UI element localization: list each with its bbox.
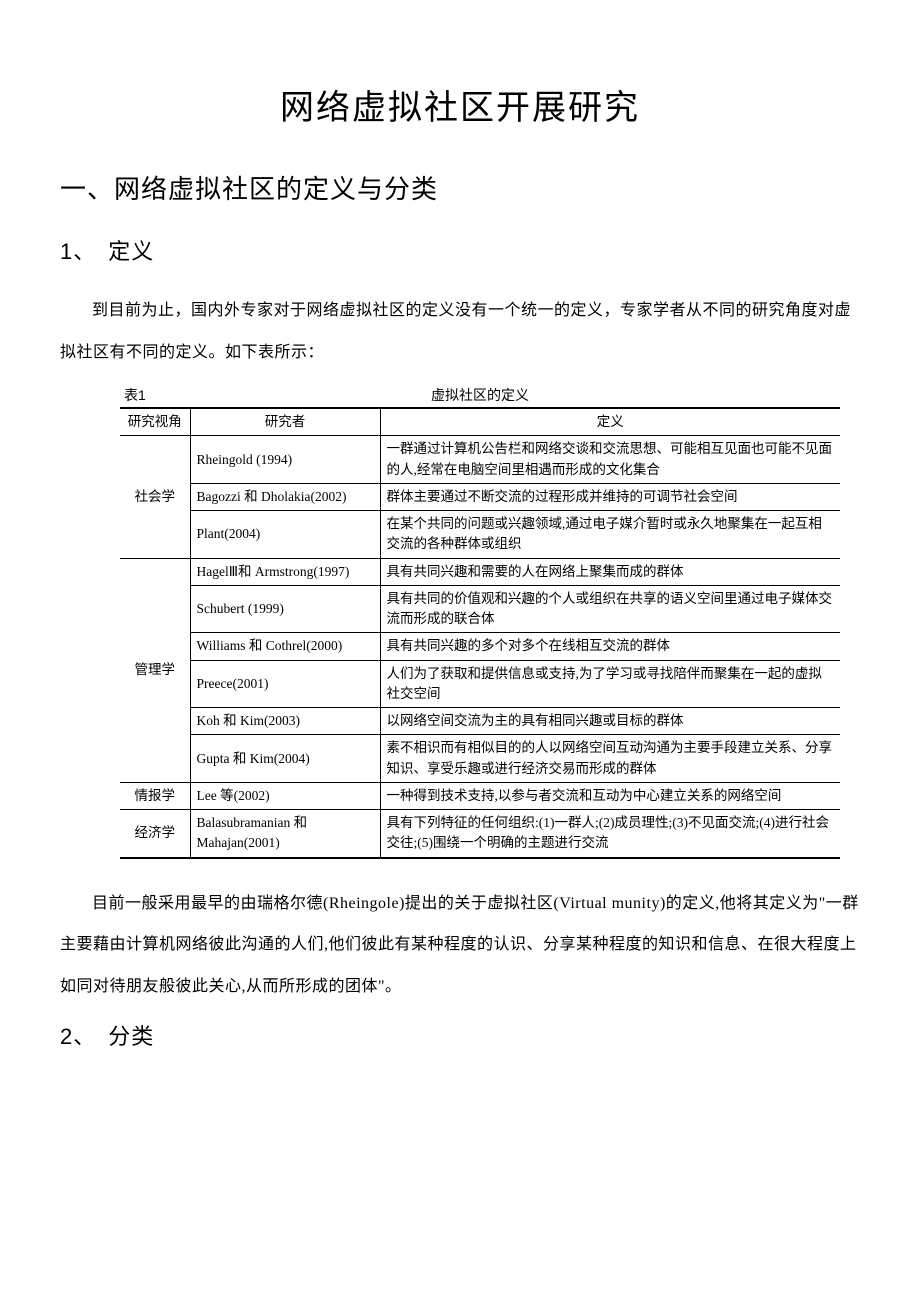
cell-definition: 具有共同兴趣和需要的人在网络上聚集而成的群体	[380, 558, 840, 585]
cell-definition: 以网络空间交流为主的具有相同兴趣或目标的群体	[380, 708, 840, 735]
cell-researcher: Balasubramanian 和 Mahajan(2001)	[190, 810, 380, 858]
cell-researcher: Bagozzi 和 Dholakia(2002)	[190, 483, 380, 510]
table-row: Koh 和 Kim(2003)以网络空间交流为主的具有相同兴趣或目标的群体	[120, 708, 840, 735]
cell-researcher: Rheingold (1994)	[190, 436, 380, 484]
cell-definition: 群体主要通过不断交流的过程形成并维持的可调节社会空间	[380, 483, 840, 510]
table-1-wrap: 表1 虚拟社区的定义 研究视角 研究者 定义 社会学Rheingold (199…	[120, 385, 840, 859]
para-rheingold: 目前一般采用最早的由瑞格尔德(Rheingole)提出的关于虚拟社区(Virtu…	[60, 883, 860, 1008]
table-row: 管理学HagelⅢ和 Armstrong(1997)具有共同兴趣和需要的人在网络…	[120, 558, 840, 585]
definitions-table: 研究视角 研究者 定义 社会学Rheingold (1994)一群通过计算机公告…	[120, 407, 840, 859]
cell-researcher: Williams 和 Cothrel(2000)	[190, 633, 380, 660]
col-header-perspective: 研究视角	[120, 408, 190, 436]
cell-perspective: 管理学	[120, 558, 190, 782]
cell-definition: 一群通过计算机公告栏和网络交谈和交流思想、可能相互见面也可能不见面的人,经常在电…	[380, 436, 840, 484]
table-1-caption: 表1 虚拟社区的定义	[120, 385, 840, 405]
table-row: Preece(2001)人们为了获取和提供信息或支持,为了学习或寻找陪伴而聚集在…	[120, 660, 840, 708]
section-1-2-heading: 2、 分类	[60, 1019, 860, 1051]
col-header-definition: 定义	[380, 408, 840, 436]
table-header-row: 研究视角 研究者 定义	[120, 408, 840, 436]
cell-perspective: 情报学	[120, 782, 190, 809]
cell-perspective: 社会学	[120, 436, 190, 558]
table-row: Schubert (1999)具有共同的价值观和兴趣的个人或组织在共享的语义空间…	[120, 585, 840, 633]
table-1-label: 表1	[120, 385, 210, 405]
para-intro: 到目前为止，国内外专家对于网络虚拟社区的定义没有一个统一的定义，专家学者从不同的…	[60, 290, 860, 373]
table-1-title: 虚拟社区的定义	[210, 385, 840, 405]
cell-researcher: Koh 和 Kim(2003)	[190, 708, 380, 735]
cell-researcher: Plant(2004)	[190, 511, 380, 559]
cell-definition: 具有共同的价值观和兴趣的个人或组织在共享的语义空间里通过电子媒体交流而形成的联合…	[380, 585, 840, 633]
cell-researcher: Lee 等(2002)	[190, 782, 380, 809]
col-header-researcher: 研究者	[190, 408, 380, 436]
cell-perspective: 经济学	[120, 810, 190, 858]
cell-researcher: Schubert (1999)	[190, 585, 380, 633]
table-row: Gupta 和 Kim(2004)素不相识而有相似目的的人以网络空间互动沟通为主…	[120, 735, 840, 783]
cell-researcher: HagelⅢ和 Armstrong(1997)	[190, 558, 380, 585]
cell-definition: 一种得到技术支持,以参与者交流和互动为中心建立关系的网络空间	[380, 782, 840, 809]
table-row: Bagozzi 和 Dholakia(2002)群体主要通过不断交流的过程形成并…	[120, 483, 840, 510]
cell-definition: 人们为了获取和提供信息或支持,为了学习或寻找陪伴而聚集在一起的虚拟社交空间	[380, 660, 840, 708]
table-row: Williams 和 Cothrel(2000)具有共同兴趣的多个对多个在线相互…	[120, 633, 840, 660]
document-title: 网络虚拟社区开展研究	[60, 80, 860, 129]
section-1-1-heading: 1、 定义	[60, 234, 860, 266]
cell-definition: 在某个共同的问题或兴趣领域,通过电子媒介暂时或永久地聚集在一起互相交流的各种群体…	[380, 511, 840, 559]
table-row: 社会学Rheingold (1994)一群通过计算机公告栏和网络交谈和交流思想、…	[120, 436, 840, 484]
cell-researcher: Gupta 和 Kim(2004)	[190, 735, 380, 783]
table-row: 经济学Balasubramanian 和 Mahajan(2001)具有下列特征…	[120, 810, 840, 858]
table-row: Plant(2004)在某个共同的问题或兴趣领域,通过电子媒介暂时或永久地聚集在…	[120, 511, 840, 559]
table-row: 情报学Lee 等(2002)一种得到技术支持,以参与者交流和互动为中心建立关系的…	[120, 782, 840, 809]
cell-definition: 具有下列特征的任何组织:(1)一群人;(2)成员理性;(3)不见面交流;(4)进…	[380, 810, 840, 858]
cell-researcher: Preece(2001)	[190, 660, 380, 708]
cell-definition: 具有共同兴趣的多个对多个在线相互交流的群体	[380, 633, 840, 660]
section-1-heading: 一、网络虚拟社区的定义与分类	[60, 169, 860, 206]
cell-definition: 素不相识而有相似目的的人以网络空间互动沟通为主要手段建立关系、分享知识、享受乐趣…	[380, 735, 840, 783]
